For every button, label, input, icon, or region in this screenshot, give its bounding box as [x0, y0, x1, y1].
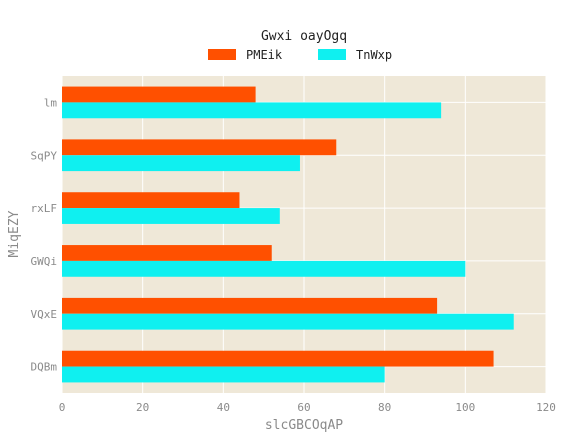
x-tick-labels: 0 20 40 60 80 100 120: [59, 401, 556, 414]
bar-PMEik-GWQi: [62, 245, 272, 261]
y-tick-labels: lm SqPY rxLF GWQi VQxE DQBm: [31, 96, 58, 373]
chart-title: Gwxi oayOgq: [261, 29, 347, 44]
x-tick-label: 120: [536, 401, 556, 414]
x-tick-label: 60: [297, 401, 310, 414]
y-tick-label: lm: [44, 96, 58, 109]
y-tick-label: rxLF: [31, 202, 58, 215]
y-axis-label: MiqEZY: [7, 210, 22, 257]
legend-label: PMEik: [246, 48, 283, 62]
legend: PMEik TnWxp: [208, 48, 392, 62]
y-tick-label: SqPY: [31, 149, 58, 162]
x-tick-label: 80: [378, 401, 391, 414]
bar-PMEik-lm: [62, 86, 256, 103]
bar-TnWxp-SqPY: [62, 155, 300, 172]
y-tick-label: DQBm: [31, 361, 58, 374]
bar-PMEik-SqPY: [62, 139, 337, 156]
bar-PMEik-rxLF: [62, 192, 240, 209]
x-tick-label: 100: [455, 401, 475, 414]
x-tick-label: 20: [136, 401, 149, 414]
x-tick-label: 40: [217, 401, 230, 414]
bar-TnWxp-GWQi: [62, 260, 466, 277]
y-tick-label: GWQi: [31, 255, 58, 268]
y-tick-label: VQxE: [31, 308, 58, 321]
bar-TnWxp-DQBm: [62, 366, 385, 383]
bar-TnWxp-rxLF: [62, 208, 280, 224]
bars: [62, 86, 514, 383]
bar-PMEik-VQxE: [62, 297, 438, 314]
bar-PMEik-DQBm: [62, 350, 494, 367]
x-axis-label: slcGBCOqAP: [265, 418, 343, 433]
x-tick-label: 0: [59, 401, 66, 414]
legend-label: TnWxp: [356, 48, 392, 62]
bar-TnWxp-VQxE: [62, 313, 514, 330]
legend-swatch: [318, 49, 346, 60]
legend-swatch: [208, 49, 236, 60]
bar-TnWxp-lm: [62, 102, 442, 119]
